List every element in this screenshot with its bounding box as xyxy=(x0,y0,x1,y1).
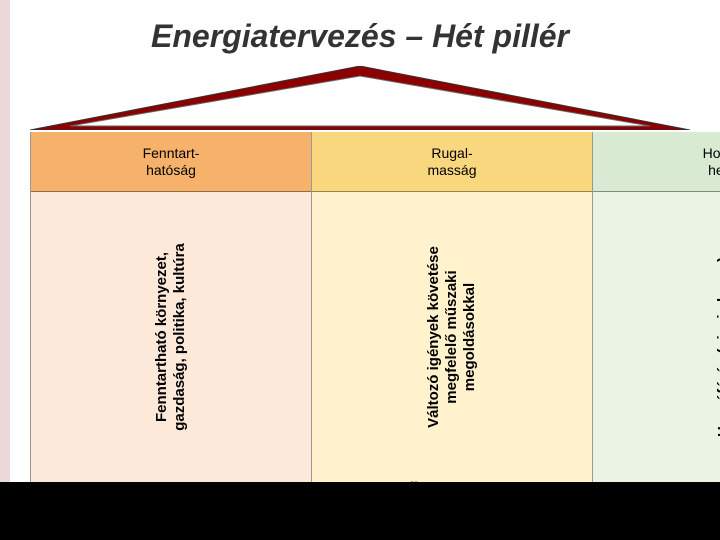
pillar-description: Fenntartható környezet, gazdaság, politi… xyxy=(153,197,189,477)
pillar-body: Változó igények követése megfelelő műsza… xyxy=(312,192,592,482)
pillar-description: Változó igények követése megfelelő műsza… xyxy=(425,197,479,477)
page-title: Energiatervezés – Hét pillér xyxy=(0,18,720,55)
pillars-container: Fenntart- hatóság Fenntartható környezet,… xyxy=(30,132,690,482)
pillar-description: Hozzáférés (piaci alapon) az energiahord… xyxy=(715,197,720,477)
roof-triangle xyxy=(30,66,690,130)
footer-line-1: STRATÉGIA – RENDSZERELVŰ MEGKÖZELÍTÉS – xyxy=(0,483,720,506)
pillar-head: Hozzáfér- hetőség xyxy=(593,132,720,192)
pillar-body: Hozzáférés (piaci alapon) az energiahord… xyxy=(593,192,720,482)
pillar-2: Rugal- masságVáltozó igények követése me… xyxy=(312,132,593,482)
pillar-1: Fenntart- hatóság Fenntartható környezet,… xyxy=(30,132,312,482)
pillar-3: Hozzáfér- hetőség Hozzáférés (piaci alapo… xyxy=(593,132,720,482)
footer-line-2: FOLYAMATKÖZPONTÚSÁG xyxy=(0,505,720,528)
pillar-body: Fenntartható környezet, gazdaság, politi… xyxy=(31,192,311,482)
pillar-head: Fenntart- hatóság xyxy=(31,132,311,192)
left-accent-bar xyxy=(0,0,10,540)
pillar-head: Rugal- masság xyxy=(312,132,592,192)
